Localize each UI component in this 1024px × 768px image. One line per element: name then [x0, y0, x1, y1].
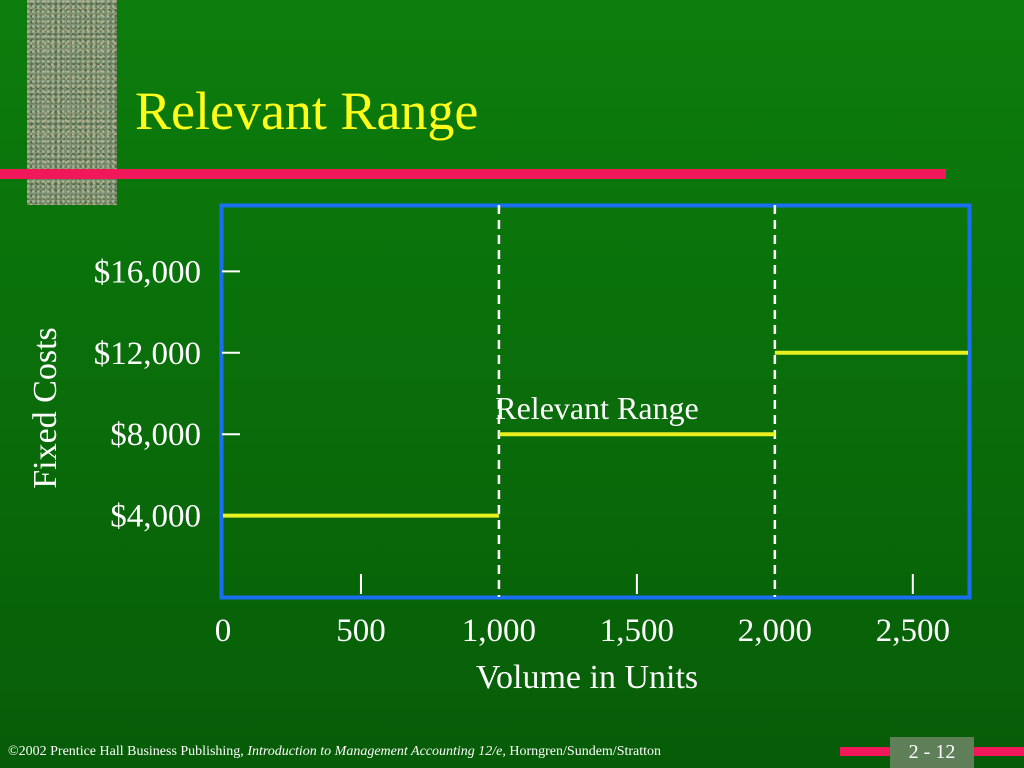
cost-series: [223, 350, 968, 518]
y-axis: $4,000 $8,000 $12,000 $16,000: [94, 254, 240, 535]
relevant-range-annotation: Relevant Range: [495, 390, 698, 426]
x-tick-label: 1,000: [462, 613, 536, 649]
chart-frame: [219, 203, 972, 600]
x-tick-label: 0: [215, 613, 232, 649]
y-axis-title: Fixed Costs: [27, 327, 64, 489]
y-tick-label: $8,000: [110, 417, 201, 453]
fixed-cost-step-chart: $4,000 $8,000 $12,000 $16,000 0 500 1,000 1,50…: [27, 203, 972, 696]
x-tick-label: 2,500: [876, 613, 950, 649]
x-tick-label: 500: [336, 613, 386, 649]
footer-publisher: ©2002 Prentice Hall Business Publishing,: [8, 744, 248, 759]
copyright-footer: ©2002 Prentice Hall Business Publishing,…: [8, 744, 661, 760]
footer-book-title: Introduction to Management Accounting 12…: [247, 744, 506, 759]
x-tick-label: 1,500: [600, 613, 674, 649]
slide-title: Relevant Range: [135, 81, 479, 141]
relevant-range-boundaries: [497, 205, 777, 597]
y-tick-label: $16,000: [94, 254, 201, 290]
footer-authors: Horngren/Sundem/Stratton: [505, 744, 662, 759]
y-tick-label: $4,000: [110, 499, 201, 535]
x-axis: 0 500 1,000 1,500 2,000 2,500: [215, 574, 950, 649]
page-number: 2 - 12: [890, 737, 974, 768]
title-underline-rule: [0, 169, 946, 179]
y-tick-label: $12,000: [94, 336, 201, 372]
x-axis-title: Volume in Units: [476, 659, 698, 696]
x-tick-label: 2,000: [738, 613, 812, 649]
